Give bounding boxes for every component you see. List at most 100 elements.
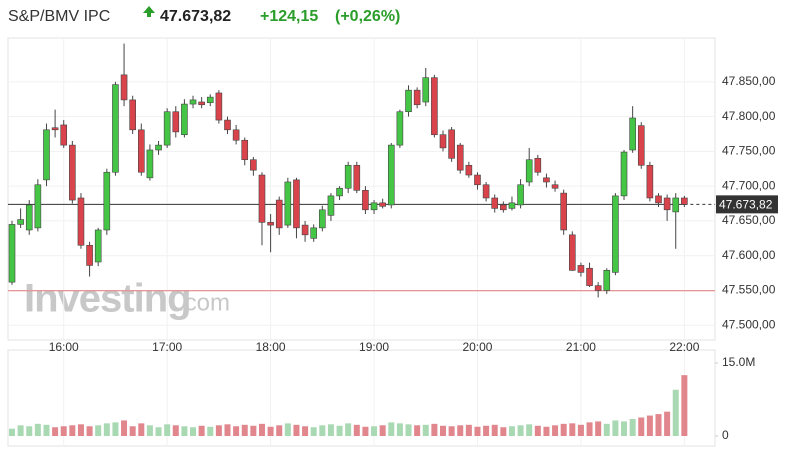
volume-bar [534,425,541,436]
volume-bar [483,425,490,436]
volume-bar [569,423,576,436]
volume-bar [457,425,464,436]
candle-body [103,171,111,231]
candle-body [17,219,24,225]
candle-body [629,117,636,151]
volume-bar [164,424,171,436]
volume-bar [77,424,84,436]
candle-body [413,89,421,106]
candle-body [69,144,76,201]
y-tick-label: 47.850,00 [722,74,776,88]
candle-body [250,159,257,171]
volume-bar [302,426,309,436]
candle-body [275,199,283,229]
volume-bar [638,417,645,436]
candle-body [112,84,119,173]
candle-body [681,197,688,205]
volume-bar [190,427,197,436]
candle-body [172,111,180,133]
candle-body [34,184,42,229]
volume-bar [405,424,412,436]
candle-body [465,164,473,176]
volume-panel-frame [7,349,716,447]
candle-body [301,224,309,236]
volume-bar [543,426,550,436]
volume-bar [95,425,102,436]
candle-body [241,139,249,161]
volume-bar [250,425,257,436]
volume-bar [379,425,386,436]
candle-body [146,149,154,179]
volume-bar [172,425,179,436]
candle-body [482,184,490,199]
candle-body [129,99,136,131]
candle-body [500,204,507,211]
volume-bar [422,424,429,436]
volume-bar [646,415,653,436]
candle-body [551,184,559,189]
candle-body [293,179,300,229]
x-tick-label: 17:00 [152,340,182,354]
y-tick-label: 47.550,00 [722,283,776,297]
volume-bar [560,423,567,436]
y-tick-label: 47.800,00 [722,109,776,123]
volume-bar [474,426,481,436]
candle-body [603,270,611,291]
volume-bar [431,423,438,436]
candle-body [43,129,50,181]
watermark-suffix: .com [178,289,230,316]
volume-bar [258,423,265,436]
candle-body [336,187,343,197]
x-tick-label: 20:00 [462,340,492,354]
x-tick-label: 21:00 [566,340,596,354]
candle-body [456,144,464,171]
up-arrow-icon [143,6,155,17]
volume-bar [362,426,369,436]
volume-bar [146,425,153,436]
volume-bar [388,422,395,436]
volume-bar [26,426,33,436]
volume-bar [629,418,636,436]
volume-bar [9,428,15,436]
candle-body [560,192,567,231]
volume-bar [198,425,205,436]
candle-body [525,159,533,183]
volume-bar [207,426,214,436]
candle-body [517,184,524,206]
candle-body [577,265,585,273]
volume-bar [310,427,317,436]
candle-body [663,197,671,211]
candle-body [232,129,240,141]
candle-body [620,151,628,197]
volume-bar [612,420,619,436]
candle-body [508,202,516,209]
x-tick-label: 19:00 [359,340,389,354]
candle-body [319,209,326,229]
candle-body [568,234,576,271]
candle-body [327,195,335,216]
volume-bar [586,422,593,436]
y-tick-label: 47.750,00 [722,144,776,158]
candle-body [534,158,542,173]
change-percent: (+0,26%) [335,8,400,25]
candle-body [594,285,602,291]
volume-bar [103,423,110,436]
volume-bar [621,421,628,436]
candle-body [362,190,369,211]
candle-body [396,111,404,146]
volume-bar [336,425,343,436]
volume-bar [241,424,248,436]
volume-bar [215,425,222,436]
candle-body [370,202,378,211]
volume-tick-label: 15.0M [722,355,755,369]
candle-body [138,129,145,173]
volume-bar [414,425,421,436]
candle-body [405,89,412,113]
volume-bar [17,425,24,436]
candle-body [586,267,593,286]
volume-bar [577,424,584,436]
volume-bar [138,423,145,436]
candle-body [25,204,33,231]
volume-bar [517,425,524,436]
candle-body [198,101,205,106]
